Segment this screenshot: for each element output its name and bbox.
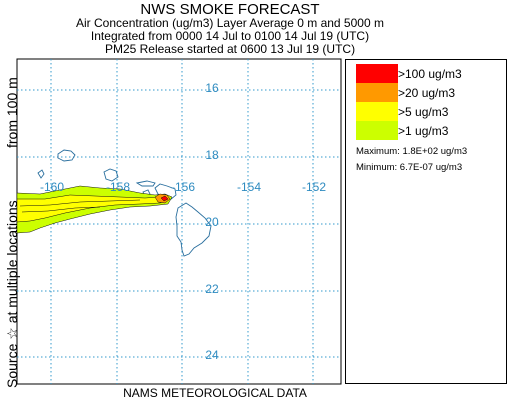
- latitude-label: 18: [205, 148, 219, 162]
- big-island-coastline: [175, 202, 212, 257]
- latitude-label: 22: [205, 282, 219, 296]
- kauai-coastline: [57, 149, 76, 162]
- latitude-label: 16: [205, 81, 219, 95]
- release-height-label: from 100 m: [4, 77, 20, 148]
- plume-gt5: [16, 194, 169, 223]
- legend-label: >1 ug/m3: [398, 124, 449, 138]
- smoke-plume: [16, 185, 173, 234]
- molokai-coastline: [135, 180, 156, 187]
- legend-swatch-red: [356, 64, 398, 83]
- longitude-label: -154: [237, 180, 261, 194]
- legend-swatch-orange: [356, 83, 398, 102]
- legend-swatch-lime: [356, 121, 398, 140]
- niihau-coastline: [37, 169, 45, 179]
- minimum-concentration: Minimum: 6.7E-07 ug/m3: [356, 162, 463, 173]
- subtitle-air-concentration: Air Concentration (ug/m3) Layer Average …: [76, 16, 384, 30]
- subtitle-integration-period: Integrated from 0000 14 Jul to 0100 14 J…: [90, 29, 370, 43]
- lat-lon-labels: -160 -158 -156 -154 -152 24 22 20 18 16: [40, 81, 326, 362]
- meteorological-data-footer: NAMS METEOROLOGICAL DATA: [123, 386, 307, 400]
- longitude-label: -156: [171, 180, 195, 194]
- maximum-concentration: Maximum: 1.8E+02 ug/m3: [356, 146, 468, 157]
- chart-title: NWS SMOKE FORECAST: [140, 1, 320, 18]
- legend-label: >5 ug/m3: [398, 105, 449, 119]
- longitude-label: -160: [40, 180, 64, 194]
- latitude-label: 20: [205, 215, 219, 229]
- latitude-label: 24: [205, 348, 219, 362]
- legend-panel: >100 ug/m3 >20 ug/m3 >5 ug/m3 >1 ug/m3 M…: [345, 59, 507, 384]
- source-locations-label: Source ☆ at multiple locations: [4, 200, 20, 388]
- map-frame: [16, 58, 342, 385]
- longitude-label: -158: [106, 180, 130, 194]
- subtitle-release-start: PM25 Release started at 0600 13 Jul 19 (…: [104, 42, 356, 56]
- legend-label: >100 ug/m3: [398, 67, 462, 81]
- legend-label: >20 ug/m3: [398, 86, 456, 100]
- longitude-label: -152: [302, 180, 326, 194]
- plume-gt100: [160, 195, 169, 202]
- legend-swatch-yellow: [356, 102, 398, 121]
- oahu-coastline: [103, 168, 119, 182]
